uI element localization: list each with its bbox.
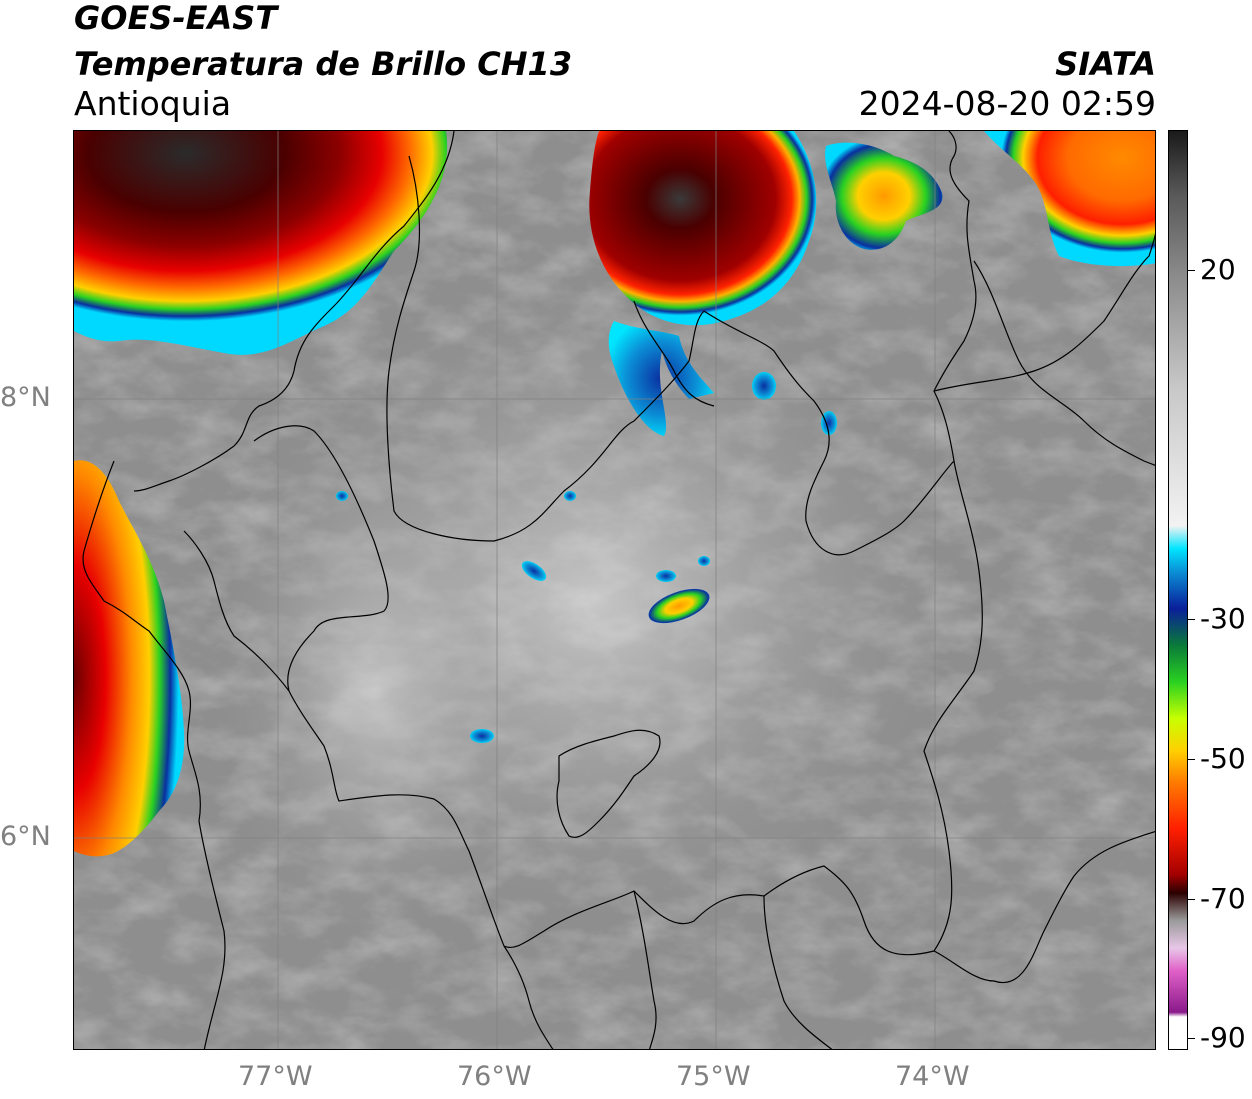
colorbar-tick-20: 20 — [1200, 253, 1236, 286]
colorbar-tickmark — [1188, 1038, 1195, 1039]
storm-cell-northeast — [984, 131, 1155, 267]
colorbar-tickmark — [1188, 270, 1195, 271]
convective-spot — [752, 372, 776, 400]
satellite-map[interactable] — [73, 130, 1156, 1050]
title-product: Temperatura de Brillo CH13 — [74, 45, 573, 83]
storm-anvil-north — [608, 321, 714, 436]
convective-spot — [648, 588, 710, 624]
border-choco — [183, 530, 290, 692]
convective-spot — [821, 411, 837, 435]
convective-spot — [564, 491, 576, 501]
satellite-imagery — [74, 131, 1155, 1049]
border-cundinamarca — [763, 895, 833, 1049]
coastline-uraba — [82, 460, 226, 1049]
title-satellite: GOES-EAST — [74, 0, 278, 37]
graticule — [74, 131, 1155, 1049]
colorbar-tickmark — [1188, 899, 1195, 900]
colorbar-tick-minus70: -70 — [1200, 882, 1246, 915]
border-risaralda — [633, 890, 657, 1049]
temperature-colorbar — [1168, 130, 1188, 1050]
colorbar-tickmark — [1188, 759, 1195, 760]
region-label: Antioquia — [74, 84, 232, 123]
storm-cell-north — [589, 131, 817, 326]
datetime-label: 2024-08-20 02:59 — [858, 84, 1156, 123]
bright-cloud-area-west — [214, 431, 534, 951]
storm-cell-north-small — [825, 142, 943, 250]
border-municipal-east — [933, 233, 1155, 392]
convective-spot — [656, 570, 676, 582]
lat-tick-6n: 6°N — [0, 821, 51, 852]
storm-cell-northwest — [74, 131, 448, 355]
storm-cell-west — [74, 460, 185, 857]
border-municipal-southeast — [933, 830, 1155, 984]
lon-tick-74w: 74°W — [895, 1061, 970, 1092]
lon-tick-75w: 75°W — [676, 1061, 751, 1092]
coastline-caribbean — [133, 131, 455, 492]
convective-spot — [698, 556, 710, 566]
colorbar-tick-minus50: -50 — [1200, 742, 1246, 775]
colorbar-tick-minus90: -90 — [1200, 1021, 1246, 1054]
convective-spot — [336, 491, 348, 501]
colorbar-tick-minus30: -30 — [1200, 602, 1246, 635]
convective-spot — [521, 561, 547, 581]
border-caldas — [503, 945, 554, 1049]
convective-spot — [470, 729, 494, 743]
lat-tick-8n: 8°N — [0, 382, 51, 413]
border-northeast-region — [973, 260, 1155, 466]
boundaries — [82, 131, 1155, 1049]
border-north-inlet — [633, 300, 715, 407]
border-cordoba — [386, 155, 705, 542]
lon-tick-77w: 77°W — [238, 1061, 313, 1092]
border-bolivar — [703, 310, 955, 556]
lon-tick-76w: 76°W — [457, 1061, 532, 1092]
border-enclave — [556, 729, 661, 838]
organization-label: SIATA — [1055, 45, 1156, 83]
colorbar-tickmark — [1188, 619, 1195, 620]
